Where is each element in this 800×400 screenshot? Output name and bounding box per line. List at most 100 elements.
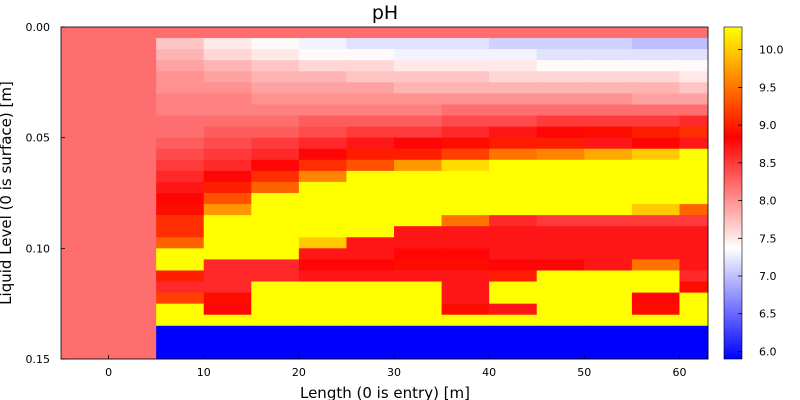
y-axis: 0.00 0.05 0.10 0.15 (26, 21, 65, 366)
heatmap-cell (584, 215, 633, 227)
heatmap-cell (489, 104, 538, 116)
heatmap-cell (346, 93, 395, 105)
heatmap-cell (203, 347, 252, 360)
heatmap-cell (251, 115, 300, 127)
heatmap-cell (251, 237, 300, 249)
heatmap-cell (679, 49, 709, 61)
heatmap-cell (394, 226, 442, 238)
heatmap-cell (203, 137, 252, 150)
x-tick-label: 60 (672, 366, 686, 379)
heatmap-cell (394, 82, 442, 94)
heatmap-cell (203, 60, 252, 72)
heatmap-cell (346, 159, 395, 172)
heatmap-cell (536, 49, 585, 61)
heatmap-cell (441, 82, 490, 94)
heatmap-cell (441, 248, 490, 260)
heatmap-cell (584, 170, 633, 183)
heatmap-cell (298, 170, 347, 183)
heatmap-cell (536, 325, 585, 338)
heatmap-cell (489, 226, 538, 238)
heatmap-cell (156, 27, 205, 39)
heatmap-cell (61, 347, 157, 360)
y-axis-label: Liquid Level (0 is surface) [m] (0, 81, 15, 305)
heatmap-cell (679, 82, 709, 94)
heatmap-cell (679, 237, 709, 249)
heatmap-cell (536, 204, 585, 216)
heatmap-cell (156, 325, 205, 338)
heatmap-cell (203, 181, 252, 194)
heatmap-cell (536, 347, 585, 360)
heatmap-cell (156, 259, 205, 271)
heatmap-cell (631, 215, 680, 227)
heatmap-cell (679, 193, 709, 205)
heatmap-cell (251, 193, 300, 205)
heatmap-cell (441, 170, 490, 183)
heatmap-cell (489, 215, 538, 227)
heatmap-cell (251, 314, 300, 327)
heatmap-cell (394, 314, 442, 327)
heatmap-cell (631, 38, 680, 50)
heatmap-cell (584, 248, 633, 260)
heatmap-cell (251, 71, 300, 83)
heatmap-cell (156, 137, 205, 150)
heatmap-cell (346, 82, 395, 94)
heatmap-cell (679, 60, 709, 72)
heatmap-cell (394, 115, 442, 127)
heatmap-cell (679, 325, 709, 338)
heatmap-cell (394, 292, 442, 305)
heatmap-cell (298, 126, 347, 139)
heatmap-cell (441, 215, 490, 227)
colorbar-tick-label: 10.0 (759, 44, 784, 57)
heatmap-cell (346, 226, 395, 238)
heatmap-cell (584, 270, 633, 282)
heatmap-cell (631, 248, 680, 260)
heatmap-cell (156, 303, 205, 316)
heatmap-cell (394, 181, 442, 194)
heatmap-cell (156, 181, 205, 194)
heatmap-cell (298, 204, 347, 216)
heatmap-cell (61, 115, 157, 127)
heatmap-cell (631, 60, 680, 72)
heatmap-cell (251, 281, 300, 293)
heatmap-cell (394, 60, 442, 72)
heatmap-cell (441, 148, 490, 161)
heatmap-cell (346, 281, 395, 293)
plot-frame (60, 26, 709, 360)
heatmap-cell (61, 303, 157, 316)
heatmap-cell (156, 226, 205, 238)
heatmap-cell (536, 137, 585, 150)
heatmap-cell (394, 126, 442, 139)
heatmap-cell (631, 170, 680, 183)
heatmap-cell (584, 303, 633, 316)
heatmap-cell (251, 347, 300, 360)
colorbar-tick-label: 7.0 (759, 270, 777, 283)
heatmap-cell (584, 104, 633, 116)
heatmap-cell (679, 71, 709, 83)
heatmap-cell (156, 93, 205, 105)
heatmap-cell (394, 281, 442, 293)
heatmap-cell (203, 193, 252, 205)
heatmap-cell (156, 270, 205, 282)
heatmap-cell (394, 336, 442, 349)
heatmap-cell (631, 281, 680, 293)
heatmap-cell (584, 71, 633, 83)
colorbar-tick-label: 8.5 (759, 157, 777, 170)
heatmap-cell (61, 181, 157, 194)
heatmap-cell (536, 148, 585, 161)
heatmap-cell (489, 347, 538, 360)
heatmap-cell (298, 60, 347, 72)
heatmap-cell (631, 270, 680, 282)
heatmap-cell (679, 38, 709, 50)
heatmap-cell (203, 82, 252, 94)
heatmap-cell (203, 303, 252, 316)
heatmap-cell (203, 159, 252, 172)
heatmap-cell (679, 126, 709, 139)
heatmap-cell (536, 181, 585, 194)
heatmap-cell (631, 115, 680, 127)
heatmap-cell (156, 336, 205, 349)
x-tick-label: 0 (105, 366, 112, 379)
heatmap-cell (584, 27, 633, 39)
heatmap-cell (251, 49, 300, 61)
heatmap-cell (489, 82, 538, 94)
